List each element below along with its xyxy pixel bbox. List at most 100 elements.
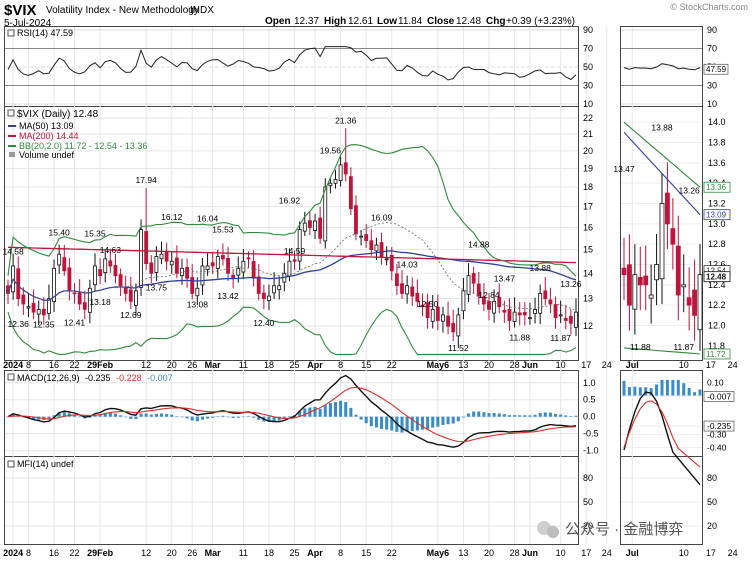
zoom-x-label: 10	[679, 360, 689, 370]
macd-histogram-bar	[543, 412, 547, 417]
candle-body	[394, 273, 399, 287]
zoom-macd-bar	[649, 388, 653, 396]
candle-body	[533, 309, 537, 314]
candle-body	[446, 315, 450, 327]
zoom-macd-bar	[655, 384, 659, 396]
x-axis-label: May6	[427, 360, 450, 370]
zoom-price-tick: 12.6	[708, 260, 726, 270]
macd-histogram-bar	[190, 416, 194, 421]
candle-body	[200, 265, 205, 286]
candle-body	[52, 267, 56, 303]
zoom-rsi-tick: 70	[707, 44, 717, 54]
macd-histogram-bar	[221, 415, 225, 417]
macd-histogram-bar	[574, 415, 578, 417]
x-axis-label: 17	[581, 360, 591, 370]
price-callout-label: 19.56	[320, 146, 342, 156]
price-tick-label: 20	[583, 146, 593, 156]
price-callout-label: 21.36	[335, 115, 357, 125]
macd-histogram-bar	[533, 414, 537, 417]
x-axis-label: 24	[602, 360, 612, 370]
macd-histogram-bar	[554, 413, 558, 417]
macd-histogram-bar	[451, 416, 455, 424]
candle-body	[108, 260, 113, 267]
zoom-price-tick: 11.8	[708, 341, 725, 351]
macd-histogram-bar	[380, 416, 384, 429]
zoom-macd-tick: -0.007	[707, 391, 731, 401]
candle-body	[528, 317, 532, 320]
candle-body	[144, 231, 149, 264]
macd-histogram-bar	[139, 413, 143, 417]
grid-lines	[5, 27, 702, 544]
x-axis-label: 28	[510, 360, 520, 370]
zoom-macd-tick: -0.235	[707, 421, 731, 431]
candle-body	[113, 265, 118, 277]
zoom-bb-lower	[623, 347, 701, 355]
zoom-macd-bar	[622, 380, 626, 396]
macd-histogram-bar	[252, 416, 256, 418]
volume-swatch	[9, 152, 15, 157]
candle-body	[574, 311, 578, 328]
zoom-price-callout: 11.88	[630, 342, 651, 352]
x-axis-label: 20	[167, 360, 177, 370]
candle-body	[287, 260, 292, 277]
zoom-rsi-value-box	[703, 63, 729, 75]
price-callout-label: 14.59	[284, 246, 306, 256]
macd-histogram-bar	[6, 416, 10, 418]
macd-histogram-bar	[477, 411, 481, 417]
rsi-legend: RSI(14) 47.59	[7, 28, 73, 38]
x-axis-label: 18	[264, 360, 274, 370]
macd-histogram-bar	[559, 414, 563, 417]
rsi-tick-label: 70	[583, 44, 593, 54]
candle-body	[231, 274, 236, 279]
macd-histogram-bar	[492, 413, 496, 417]
zoom-signal-line	[623, 400, 701, 468]
candle-body	[343, 162, 348, 175]
candle-body	[164, 250, 169, 262]
candle-body	[118, 274, 123, 287]
chart-date: 5-Jul-2024	[4, 18, 52, 29]
candle-body	[215, 256, 220, 269]
x-axis-label-bottom: Mar	[205, 548, 222, 558]
macd-histogram-bar	[47, 416, 51, 419]
price-legend-main: $VIX (Daily) 12.48	[17, 109, 99, 120]
candle-body	[159, 253, 164, 260]
price-callout-label: 13.18	[89, 297, 111, 307]
macd-histogram-bar	[523, 415, 527, 417]
mfi-tick-label: 80	[583, 473, 593, 483]
price-callout-label: 14.58	[2, 246, 24, 256]
zoom-macd-tick: 0.10	[707, 378, 724, 388]
rsi-layer	[7, 46, 577, 81]
close-value: 12.48	[456, 16, 481, 27]
macd-legend-prefix: MACD(12,26,9)	[17, 373, 80, 383]
macd-histogram-bar	[385, 416, 389, 430]
candle-body	[348, 176, 353, 210]
macd-histogram-bar	[103, 412, 107, 417]
candle-body	[62, 257, 67, 272]
macd-histogram-bar	[73, 414, 77, 417]
rsi-tick-label: 30	[583, 81, 593, 91]
candle-body	[512, 311, 517, 322]
macd-tick-label: 0.0	[583, 412, 596, 422]
macd-histogram-bar	[246, 416, 251, 417]
zoom-ma50	[623, 131, 701, 216]
macd-histogram-bar	[272, 416, 276, 422]
macd-histogram-bar	[548, 412, 552, 417]
candle-body	[313, 220, 317, 232]
zoom-macd-bar	[687, 388, 691, 396]
price-callout-label: 13.88	[530, 263, 552, 273]
hist-value: -0.007	[147, 373, 173, 383]
candle-body	[134, 290, 138, 306]
zoom-macd-bar	[698, 389, 702, 396]
zoom-macd-bar	[676, 379, 680, 396]
macd-tick-label: 1.0	[583, 378, 596, 388]
candle-body	[543, 290, 548, 300]
zoom-price-tick: 14.0	[708, 117, 726, 127]
zoom-price-tag-box	[703, 209, 731, 221]
price-callout-label: 13.42	[217, 291, 239, 301]
candle-body	[292, 259, 297, 262]
macd-histogram-bar	[257, 416, 261, 420]
macd-layer	[6, 374, 578, 448]
open-value: 12.37	[294, 16, 319, 27]
rsi-legend-text: RSI(14) 47.59	[17, 28, 73, 38]
price-callout-label: 17.94	[136, 175, 158, 185]
